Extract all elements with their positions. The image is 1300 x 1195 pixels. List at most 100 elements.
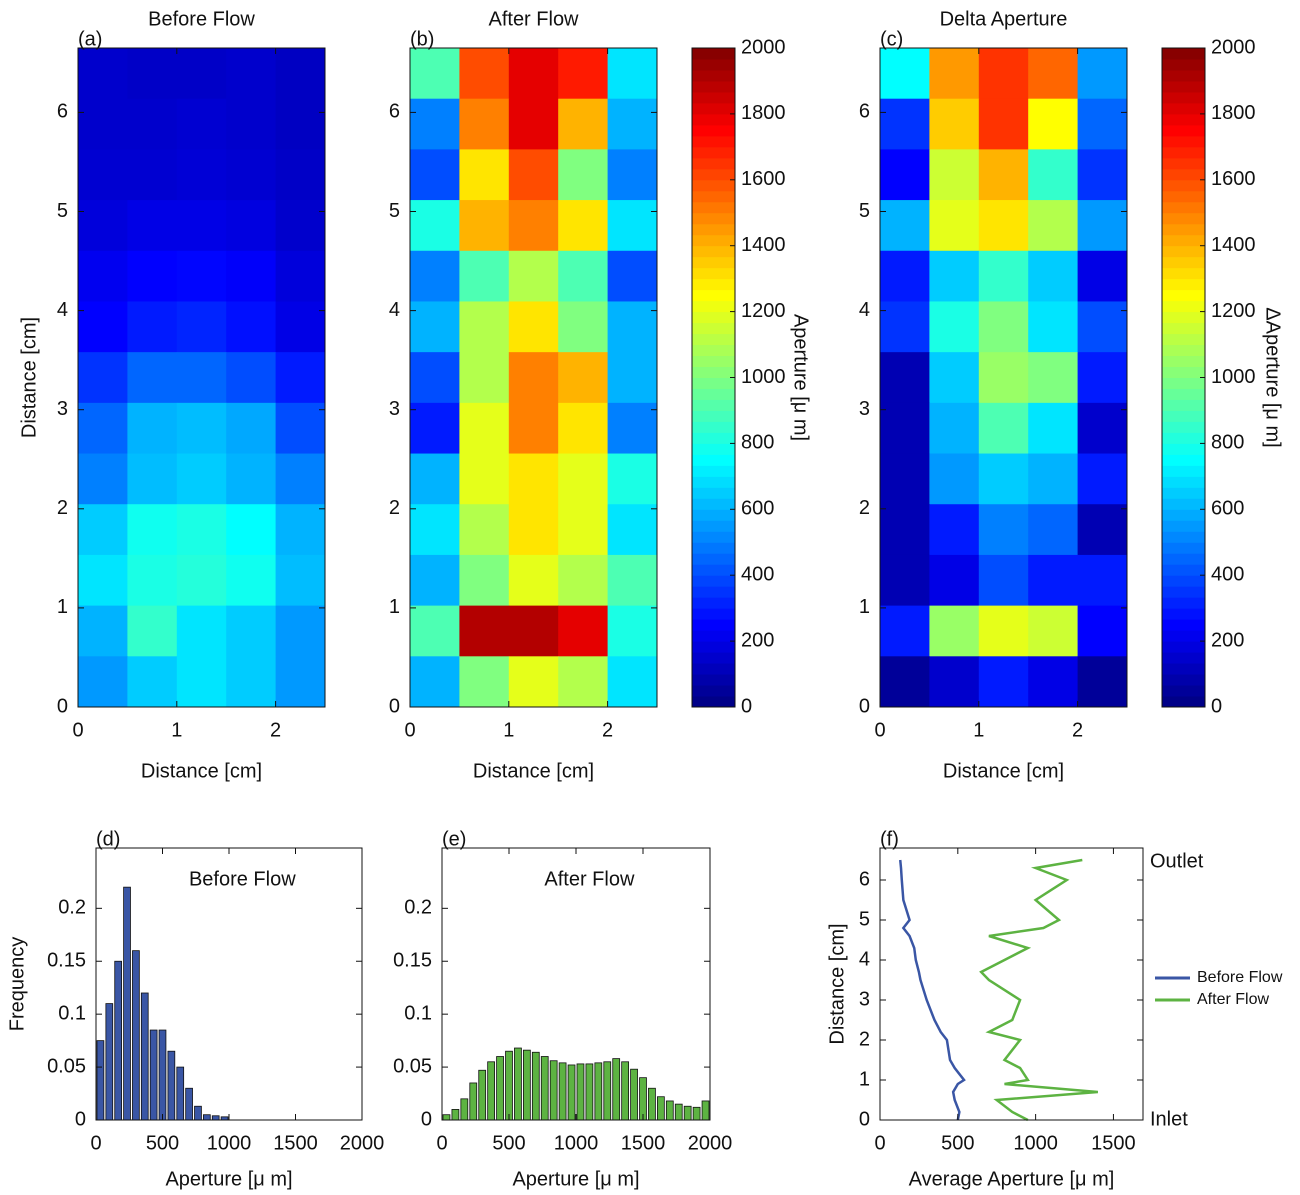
- colorbar-band: [1162, 135, 1205, 148]
- hist-bar: [657, 1096, 665, 1121]
- heat-cell: [459, 48, 510, 100]
- heat-cell: [459, 504, 510, 556]
- colorbar-band: [692, 322, 735, 335]
- y-tick-label: 5: [859, 908, 870, 930]
- colorbar-tick-label: 600: [1211, 498, 1244, 520]
- hist-bar: [185, 1087, 193, 1121]
- y-tick-label: 6: [389, 101, 400, 123]
- y-axis-label: Distance [cm]: [18, 317, 40, 438]
- colorbar-band: [1162, 520, 1205, 532]
- x-axis-label: Aperture [μ m]: [512, 1168, 639, 1190]
- panel-label: (c): [880, 28, 903, 50]
- colorbar-tick-label: 1600: [1211, 168, 1256, 190]
- heat-cell: [176, 250, 227, 302]
- heat-cell: [459, 98, 510, 150]
- heat-cell: [78, 656, 128, 708]
- plot-title: Before Flow: [189, 868, 296, 890]
- y-tick-label: 0: [75, 1108, 86, 1130]
- colorbar-band: [1162, 388, 1205, 400]
- heat-cell: [1077, 656, 1128, 708]
- hist-bar: [96, 1040, 105, 1121]
- colorbar-band: [1162, 168, 1205, 181]
- panel-label: (e): [442, 828, 466, 850]
- hist-bar: [460, 1098, 469, 1121]
- heat-cell: [880, 656, 930, 708]
- y-tick-label: 2: [389, 497, 400, 519]
- hist-bar: [531, 1051, 540, 1121]
- heat-cell: [1028, 605, 1079, 657]
- heat-cell: [978, 453, 1029, 505]
- y-tick-label: 0.2: [404, 897, 432, 919]
- colorbar-band: [1162, 399, 1205, 411]
- hist-bar: [123, 886, 131, 1121]
- panel-label: (b): [410, 28, 434, 50]
- heat-cell: [226, 250, 277, 302]
- heat-cell: [127, 250, 178, 302]
- heat-cell: [226, 200, 277, 252]
- heat-cell: [410, 98, 460, 150]
- colorbar-tick-label: 1600: [741, 168, 786, 190]
- x-tick-label: 0: [874, 1132, 885, 1154]
- colorbar-band: [1162, 267, 1205, 280]
- heat-cell: [275, 656, 326, 708]
- heat-cell: [1028, 504, 1079, 556]
- heat-cell: [127, 554, 178, 607]
- heat-cell: [410, 504, 460, 556]
- heat-cell: [880, 149, 930, 201]
- hist-bar: [478, 1069, 487, 1121]
- y-axis-label: Distance [cm]: [826, 923, 848, 1044]
- heat-cell: [127, 453, 178, 505]
- heat-cell: [459, 402, 510, 455]
- heat-cell: [1077, 48, 1128, 100]
- heat-cell: [459, 301, 510, 353]
- heat-cell: [978, 504, 1029, 556]
- heat-cell: [1028, 301, 1079, 353]
- colorbar-band: [692, 124, 735, 137]
- colorbar-band: [692, 300, 735, 313]
- heat-cell: [1077, 200, 1128, 252]
- colorbar-band: [1162, 113, 1205, 126]
- heat-cell: [1028, 250, 1079, 302]
- series-line: [979, 858, 1098, 1122]
- colorbar-tick-label: 200: [1211, 629, 1244, 651]
- colorbar-band: [692, 674, 735, 686]
- colorbar-band: [692, 58, 735, 71]
- heat-cell: [508, 554, 559, 607]
- y-tick-label: 4: [389, 299, 400, 321]
- colorbar-band: [692, 223, 735, 236]
- colorbar-band: [692, 157, 735, 170]
- heat-cell: [558, 149, 609, 201]
- heat-cell: [929, 250, 980, 302]
- hist-bar: [496, 1056, 504, 1121]
- heat-cell: [558, 301, 609, 353]
- colorbar-band: [1162, 223, 1205, 236]
- heat-cell: [459, 352, 510, 404]
- hist-bar: [576, 1063, 585, 1121]
- colorbar-band: [1162, 245, 1205, 258]
- heat-cell: [880, 98, 930, 150]
- colorbar-band: [1162, 234, 1205, 247]
- colorbar-band: [692, 388, 735, 400]
- heat-cell: [226, 453, 277, 505]
- heat-cell: [1077, 554, 1128, 607]
- colorbar-band: [692, 48, 735, 60]
- colorbar-band: [1162, 190, 1205, 203]
- heat-cell: [607, 656, 658, 708]
- colorbar-band: [692, 608, 735, 620]
- colorbar-band: [1162, 663, 1205, 675]
- heat-cell: [1028, 98, 1079, 150]
- heat-cell: [78, 301, 128, 353]
- colorbar-band: [692, 256, 735, 269]
- heat-cell: [176, 402, 227, 455]
- colorbar-band: [692, 575, 735, 587]
- colorbar-tick-label: 2000: [1211, 36, 1256, 58]
- colorbar-tick-label: 1200: [1211, 300, 1256, 322]
- plot-frame: [879, 847, 1144, 1121]
- heat-cell: [410, 301, 460, 353]
- heat-cell: [1028, 453, 1079, 505]
- y-tick-label: 6: [859, 101, 870, 123]
- panel-label: (d): [96, 828, 120, 850]
- series-line: [898, 859, 966, 1121]
- heat-cell: [508, 250, 559, 302]
- heat-cell: [226, 402, 277, 455]
